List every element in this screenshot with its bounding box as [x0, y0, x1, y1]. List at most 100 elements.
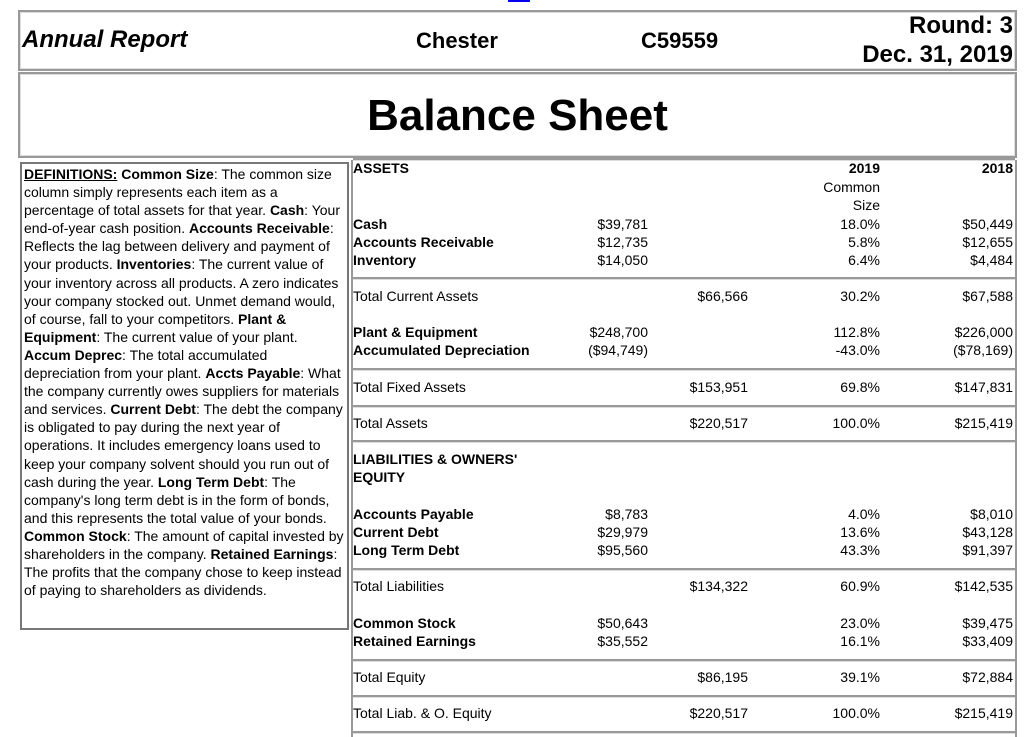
row-divider [353, 277, 1015, 280]
row-prior-year: $215,419 [954, 415, 1013, 431]
row-common-size: 100.0% [832, 415, 880, 431]
row-divider [353, 568, 1015, 571]
row-common-size: 43.3% [840, 542, 880, 558]
definition-text: : The company's long term debt is in the… [24, 473, 330, 526]
definition-text: : What the company currently owes suppli… [24, 365, 341, 418]
row-detail-value: $50,643 [597, 615, 648, 631]
row-common-size: 112.8% [833, 324, 880, 340]
row-common-size: 16.1% [840, 633, 880, 649]
row-label: Accounts Payable [353, 506, 474, 522]
row-common-size: 4.0% [848, 506, 880, 522]
definition-text: : The total accumulated depreciation fro… [24, 346, 268, 382]
table-left-border [351, 160, 353, 737]
row-divider [353, 368, 1015, 371]
row-detail-value: $14,050 [597, 252, 648, 268]
definition-term: Accts Payable [205, 365, 301, 382]
row-common-size: 69.8% [840, 379, 880, 395]
row-detail-value: $95,560 [597, 542, 648, 558]
row-label: Total Equity [353, 669, 426, 685]
row-label: Accounts Receivable [353, 234, 494, 250]
definition-text: : The current value of your plant. [96, 328, 298, 345]
row-prior-year: $39,475 [962, 615, 1013, 631]
row-total-value: $66,566 [697, 288, 748, 304]
liabilities-heading: LIABILITIES & OWNERS' [353, 451, 518, 467]
definition-text: : Reflects the lag between delivery and … [24, 220, 334, 273]
row-total-value: $220,517 [689, 415, 748, 431]
row-detail-value: $248,700 [589, 324, 648, 340]
top-link[interactable] [508, 0, 530, 2]
row-prior-year: $67,588 [962, 288, 1013, 304]
row-divider [353, 695, 1015, 698]
row-label: Plant & Equipment [353, 324, 478, 340]
row-divider [353, 158, 1015, 161]
definition-term: DEFINITIONS: [24, 166, 118, 182]
definition-term: Long Term Debt [157, 473, 265, 490]
row-label: Cash [353, 216, 388, 232]
row-label: Current Debt [353, 524, 439, 540]
report-date: Dec. 31, 2019 [862, 41, 1013, 68]
definition-term: Retained Earnings [210, 545, 334, 562]
company-name: Chester [416, 28, 498, 53]
definition-term: Accounts Receivable [188, 220, 330, 237]
report-header: Annual Report Chester C59559 Round: 3 De… [18, 10, 1017, 71]
row-label: Total Assets [353, 415, 428, 431]
row-common-size: 6.4% [848, 252, 880, 268]
row-prior-year: $4,484 [970, 252, 1013, 268]
round-label: Round: 3 [909, 12, 1013, 39]
row-divider [353, 440, 1015, 443]
row-detail-value: ($94,749) [588, 342, 648, 358]
row-divider [353, 659, 1015, 662]
assets-heading: ASSETS [353, 160, 410, 176]
row-detail-value: $29,979 [597, 524, 648, 540]
row-prior-year: $72,884 [962, 669, 1013, 685]
table-right-border [1015, 160, 1017, 737]
row-detail-value: $35,552 [597, 633, 648, 649]
row-label: Total Current Assets [353, 288, 479, 304]
row-label: Total Liab. & O. Equity [353, 705, 492, 721]
row-total-value: $86,195 [697, 669, 748, 685]
row-common-size: 39.1% [840, 669, 880, 685]
col-common-header: Common [823, 179, 880, 195]
row-label: Long Term Debt [353, 542, 460, 558]
definition-text: : The profits that the company chose to … [24, 545, 342, 599]
col-2019-header: 2019 [848, 160, 880, 176]
company-id: C59559 [641, 28, 719, 53]
row-detail-value: $12,735 [597, 234, 648, 250]
row-common-size: 60.9% [840, 578, 880, 594]
definition-text: : Your end-of-year cash position. [24, 202, 340, 237]
definitions-box: DEFINITIONS: Common Size: The common siz… [20, 162, 349, 630]
row-common-size: 13.6% [840, 524, 880, 540]
definition-term: Current Debt [110, 401, 196, 418]
definition-text: : The debt the company is obligated to p… [24, 401, 343, 490]
row-label: Accumulated Depreciation [353, 342, 530, 358]
report-title: Annual Report [22, 26, 188, 53]
row-divider [353, 405, 1015, 408]
row-common-size: 100.0% [832, 705, 880, 721]
row-prior-year: $50,449 [962, 216, 1013, 232]
row-detail-value: $8,783 [605, 506, 648, 522]
definition-text: : The common size column simply represen… [24, 166, 332, 219]
row-prior-year: $91,397 [962, 542, 1013, 558]
definition-term: Inventories [116, 256, 192, 273]
row-detail-value: $39,781 [597, 216, 648, 232]
definition-term: Accum Deprec [24, 346, 123, 363]
row-common-size: 30.2% [840, 288, 880, 304]
page-title: Balance Sheet [367, 91, 668, 140]
row-label: Common Stock [353, 615, 456, 631]
equity-heading: EQUITY [353, 469, 406, 485]
row-label: Retained Earnings [353, 633, 476, 649]
row-label: Inventory [353, 252, 417, 268]
row-prior-year: ($78,169) [953, 342, 1013, 358]
row-common-size: -43.0% [835, 342, 880, 358]
col-size-header: Size [852, 197, 880, 213]
definition-term: Cash [269, 202, 305, 219]
title-box: Balance Sheet [18, 72, 1017, 158]
row-total-value: $153,951 [689, 379, 748, 395]
row-total-value: $134,322 [689, 578, 748, 594]
row-prior-year: $215,419 [954, 705, 1013, 721]
definition-term: Common Stock [24, 527, 127, 544]
row-prior-year: $147,831 [954, 379, 1013, 395]
row-common-size: 5.8% [848, 234, 880, 250]
row-prior-year: $8,010 [970, 506, 1013, 522]
row-prior-year: $43,128 [962, 524, 1013, 540]
